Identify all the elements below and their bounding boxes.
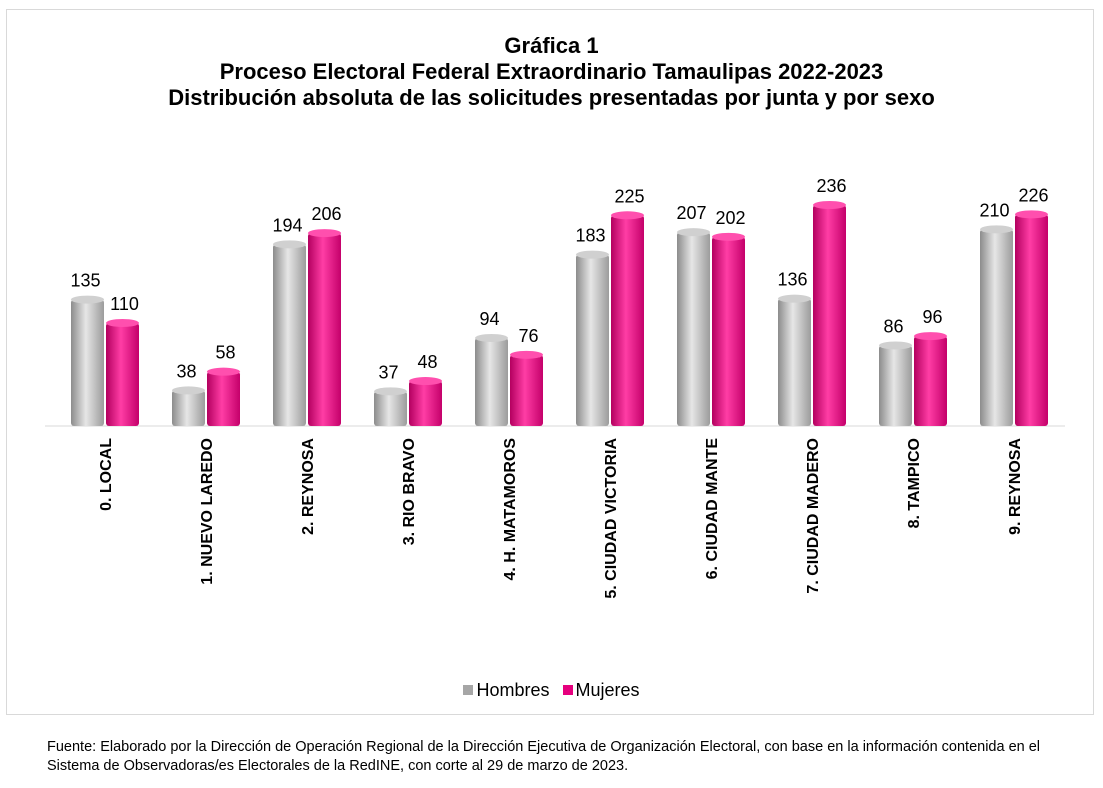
bar-hombres-3 bbox=[374, 391, 407, 426]
category-label-5: 5. CIUDAD VICTORIA bbox=[603, 438, 620, 599]
bar-top-hombres-6 bbox=[677, 228, 710, 237]
data-label-hombres-7: 136 bbox=[777, 270, 807, 290]
bar-top-mujeres-9 bbox=[1015, 210, 1048, 219]
data-label-mujeres-6: 202 bbox=[715, 208, 745, 228]
data-label-mujeres-9: 226 bbox=[1018, 185, 1048, 205]
chart-subtitle-line1: Proceso Electoral Federal Extraordinario… bbox=[219, 59, 884, 84]
bar-top-mujeres-0 bbox=[106, 318, 139, 327]
category-label-8: 8. TAMPICO bbox=[906, 438, 923, 528]
bar-top-mujeres-8 bbox=[914, 332, 947, 341]
legend-item-hombres: Hombres bbox=[463, 680, 549, 701]
legend-label-hombres: Hombres bbox=[476, 679, 550, 700]
bar-hombres-0 bbox=[71, 299, 104, 426]
bar-top-mujeres-7 bbox=[813, 201, 846, 209]
bar-top-hombres-3 bbox=[374, 387, 407, 396]
data-label-hombres-1: 38 bbox=[176, 361, 196, 381]
bar-mujeres-3 bbox=[409, 381, 442, 426]
bar-hombres-5 bbox=[576, 254, 609, 426]
bar-top-mujeres-1 bbox=[207, 367, 240, 376]
data-label-mujeres-2: 206 bbox=[311, 204, 341, 224]
data-label-mujeres-4: 76 bbox=[518, 326, 538, 346]
legend-swatch-hombres bbox=[463, 685, 474, 695]
data-label-mujeres-0: 110 bbox=[110, 294, 139, 314]
bar-hombres-1 bbox=[172, 390, 205, 426]
data-label-mujeres-7: 236 bbox=[816, 176, 846, 196]
bar-top-mujeres-4 bbox=[510, 350, 543, 359]
bar-chart: 135 110 0. LOCAL 38 58 1. NUEVO LAREDO 194 206 2… bbox=[45, 176, 1065, 599]
data-label-mujeres-1: 58 bbox=[215, 343, 235, 363]
bar-hombres-2 bbox=[273, 244, 306, 426]
chart-legend: Hombres Mujeres bbox=[0, 679, 1103, 701]
chart-title: Gráfica 1 bbox=[504, 33, 599, 58]
data-label-mujeres-3: 48 bbox=[417, 352, 437, 372]
data-label-mujeres-5: 225 bbox=[614, 186, 644, 206]
category-label-2: 2. REYNOSA bbox=[300, 438, 317, 535]
chart-title-block: Gráfica 1 Proceso Electoral Federal Extr… bbox=[0, 33, 1103, 111]
bar-top-hombres-1 bbox=[172, 386, 205, 395]
bar-hombres-4 bbox=[475, 337, 508, 426]
data-label-hombres-8: 86 bbox=[883, 316, 903, 336]
bar-hombres-9 bbox=[980, 229, 1013, 426]
bar-top-hombres-9 bbox=[980, 225, 1013, 234]
category-label-0: 0. LOCAL bbox=[98, 438, 115, 511]
category-label-7: 7. CIUDAD MADERO bbox=[805, 438, 822, 594]
category-label-9: 9. REYNOSA bbox=[1007, 438, 1024, 535]
bar-top-hombres-4 bbox=[475, 333, 508, 342]
bar-top-mujeres-5 bbox=[611, 211, 644, 220]
bar-top-mujeres-2 bbox=[308, 229, 341, 238]
bar-top-hombres-0 bbox=[71, 295, 104, 304]
data-label-mujeres-8: 96 bbox=[922, 307, 942, 327]
bar-mujeres-1 bbox=[207, 371, 240, 426]
category-label-6: 6. CIUDAD MANTE bbox=[704, 438, 721, 580]
chart-frame bbox=[6, 9, 1094, 715]
data-label-hombres-0: 135 bbox=[70, 271, 100, 291]
category-label-1: 1. NUEVO LAREDO bbox=[199, 438, 216, 585]
legend-swatch-mujeres bbox=[562, 685, 573, 695]
data-label-hombres-9: 210 bbox=[979, 200, 1009, 220]
bar-mujeres-0 bbox=[106, 322, 139, 426]
legend-item-mujeres: Mujeres bbox=[562, 679, 640, 701]
bar-hombres-8 bbox=[879, 345, 912, 426]
bar-top-hombres-8 bbox=[879, 341, 912, 350]
chart-subtitle-line2: Distribución absoluta de las solicitudes… bbox=[168, 85, 935, 110]
bar-mujeres-7 bbox=[813, 205, 846, 426]
legend-label-mujeres: Mujeres bbox=[575, 679, 640, 700]
data-label-hombres-4: 94 bbox=[479, 309, 499, 329]
category-label-3: 3. RIO BRAVO bbox=[401, 438, 418, 545]
bar-top-mujeres-6 bbox=[712, 232, 745, 241]
bar-mujeres-8 bbox=[914, 336, 947, 426]
bar-hombres-6 bbox=[677, 232, 710, 426]
bar-hombres-7 bbox=[778, 298, 811, 426]
data-label-hombres-5: 183 bbox=[575, 226, 605, 246]
data-label-hombres-6: 207 bbox=[676, 203, 706, 223]
bar-mujeres-9 bbox=[1015, 214, 1048, 426]
data-label-hombres-2: 194 bbox=[272, 215, 302, 235]
bar-top-hombres-5 bbox=[576, 250, 609, 259]
bar-top-mujeres-3 bbox=[409, 377, 442, 386]
bar-mujeres-6 bbox=[712, 236, 745, 426]
category-label-4: 4. H. MATAMOROS bbox=[502, 438, 519, 581]
source-note: Fuente: Elaborado por la Dirección de Op… bbox=[47, 739, 1041, 774]
bar-mujeres-5 bbox=[611, 215, 644, 426]
bar-top-hombres-7 bbox=[778, 294, 811, 303]
bar-mujeres-4 bbox=[510, 354, 543, 426]
bar-mujeres-2 bbox=[308, 233, 341, 426]
data-label-hombres-3: 37 bbox=[378, 362, 398, 382]
bar-top-hombres-2 bbox=[273, 240, 306, 249]
